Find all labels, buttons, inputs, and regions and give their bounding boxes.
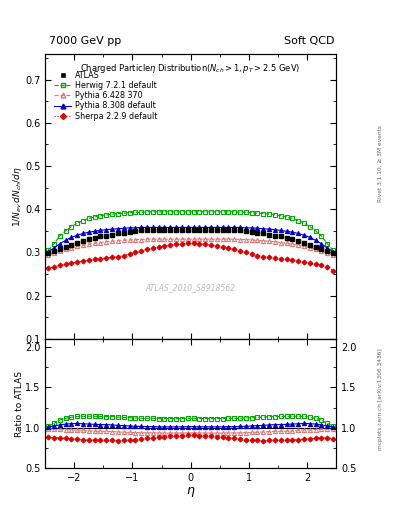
Text: 7000 GeV pp: 7000 GeV pp [49,36,121,46]
X-axis label: $\eta$: $\eta$ [186,485,195,499]
Text: mcplots.cern.ch [arXiv:1306.3436]: mcplots.cern.ch [arXiv:1306.3436] [378,349,383,450]
Y-axis label: $1/N_{ev}\,dN_{ch}/d\eta$: $1/N_{ev}\,dN_{ch}/d\eta$ [11,166,24,227]
Text: ATLAS_2010_S8918562: ATLAS_2010_S8918562 [145,283,236,292]
Text: Rivet 3.1.10, ≥ 3M events: Rivet 3.1.10, ≥ 3M events [378,125,383,202]
Text: Soft QCD: Soft QCD [284,36,334,46]
Y-axis label: Ratio to ATLAS: Ratio to ATLAS [15,371,24,437]
Text: Charged Particle$\eta$ Distribution$(N_{ch}>1, p_T>2.5$ GeV$)$: Charged Particle$\eta$ Distribution$(N_{… [81,62,301,75]
Legend: ATLAS, Herwig 7.2.1 default, Pythia 6.428 370, Pythia 8.308 default, Sherpa 2.2.: ATLAS, Herwig 7.2.1 default, Pythia 6.42… [52,69,159,122]
